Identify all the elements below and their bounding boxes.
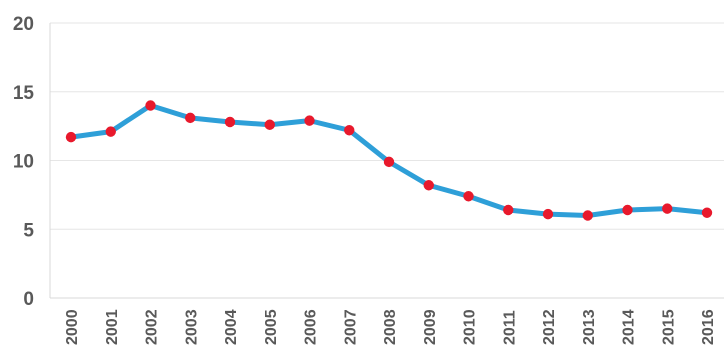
x-tick-label: 2000: [64, 309, 81, 345]
y-tick-label: 20: [13, 14, 34, 35]
x-tick-label: 2010: [462, 309, 479, 345]
data-point: [701, 207, 713, 218]
data-point: [463, 191, 474, 202]
data-point: [344, 125, 355, 136]
gridlines: [50, 22, 724, 230]
y-tick-label: 15: [13, 83, 35, 104]
y-tick-labels: 0 5 10 15 20: [13, 14, 35, 310]
y-tick-label: 10: [13, 152, 34, 173]
data-point: [105, 126, 116, 137]
data-point: [185, 112, 196, 124]
x-tick-label: 2005: [263, 309, 280, 345]
data-point: [224, 116, 236, 128]
series: [65, 100, 713, 221]
x-tick-label: 2002: [144, 309, 161, 345]
x-tick-label: 2009: [422, 309, 439, 345]
data-point: [503, 204, 514, 216]
data-point: [542, 208, 554, 220]
x-tick-label: 2013: [581, 309, 598, 345]
axes: [49, 23, 724, 299]
x-tick-label: 2003: [183, 309, 200, 345]
x-tick-label: 2006: [303, 309, 320, 345]
data-point: [65, 131, 77, 143]
y-tick-label: 0: [23, 289, 34, 310]
x-tick-label: 2008: [382, 309, 399, 345]
data-point: [622, 204, 633, 216]
x-tick-label: 2014: [621, 309, 638, 345]
x-tick-label: 2015: [660, 309, 677, 345]
data-point: [304, 115, 315, 126]
data-point: [383, 156, 395, 168]
x-tick-label: 2016: [700, 309, 717, 345]
data-point: [264, 119, 275, 130]
y-tick-label: 5: [23, 220, 34, 241]
x-tick-labels: 2000 2001 2002 2003 2004 2005 2006 2007 2008 2009…: [64, 309, 717, 345]
x-tick-label: 2011: [501, 310, 518, 345]
data-point: [145, 100, 156, 111]
x-tick-label: 2001: [104, 309, 121, 345]
x-tick-label: 2012: [541, 309, 558, 345]
x-tick-label: 2007: [342, 309, 359, 345]
data-point: [662, 203, 673, 214]
data-point: [582, 210, 593, 221]
data-point: [423, 180, 434, 191]
x-tick-label: 2004: [223, 309, 240, 345]
